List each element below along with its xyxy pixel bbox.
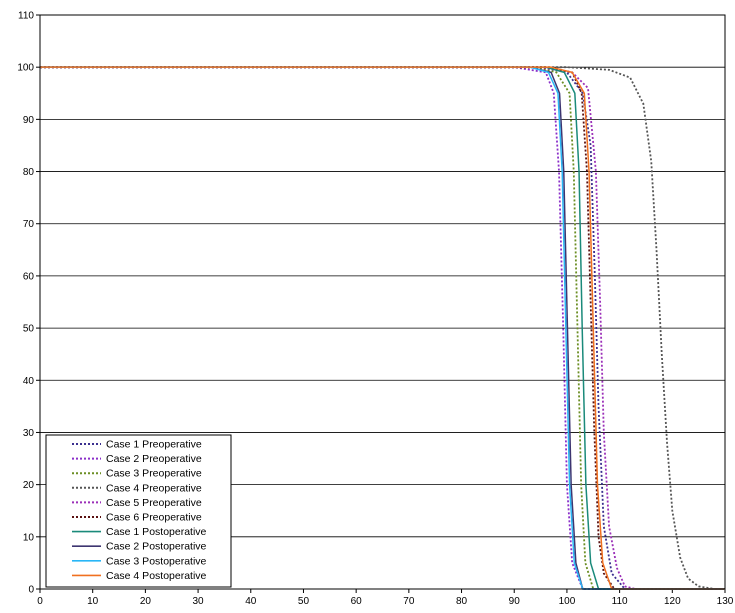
- legend-label: Case 2 Preoperative: [106, 453, 202, 465]
- plot-area-border: [39, 14, 726, 590]
- x-tick-label: 20: [140, 596, 152, 607]
- y-tick-label: 0: [28, 585, 34, 596]
- series-line-3: [40, 66, 725, 590]
- series-line-2: [40, 66, 725, 590]
- legend-label: Case 4 Postoperative: [106, 570, 207, 582]
- legend-label: Case 1 Preoperative: [106, 439, 202, 451]
- y-tick-label: 30: [23, 428, 35, 439]
- y-tick-label: 90: [23, 115, 35, 126]
- x-tick-label: 10: [87, 596, 99, 607]
- x-tick-label: 120: [664, 596, 681, 607]
- y-tick-label: 20: [23, 480, 35, 491]
- x-tick-label: 80: [456, 596, 468, 607]
- x-tick-label: 40: [245, 596, 257, 607]
- legend-label: Case 5 Preoperative: [106, 497, 202, 509]
- series-line-6: [40, 66, 725, 590]
- y-tick-label: 80: [23, 167, 35, 178]
- x-tick-label: 0: [37, 596, 43, 607]
- legend-label: Case 2 Postoperative: [106, 541, 207, 553]
- series-line-10: [40, 66, 725, 590]
- series-line-1: [40, 66, 725, 590]
- x-tick-label: 100: [559, 596, 576, 607]
- legend: Case 1 Preoperative Case 2 Preoperative Ca…: [45, 434, 232, 588]
- y-tick-label: 100: [17, 63, 34, 74]
- legend-label: Case 3 Postoperative: [106, 555, 207, 567]
- y-tick-label: 40: [23, 376, 35, 387]
- series-line-4: [40, 66, 725, 590]
- x-tick-label: 70: [403, 596, 415, 607]
- x-axis-ticks: 0 10 20 30 40 50 60 70 80 90 100 110 120 130: [37, 589, 734, 607]
- series-line-7: [40, 66, 725, 590]
- y-tick-label: 110: [18, 11, 34, 22]
- legend-label: Case 6 Preoperative: [106, 512, 202, 524]
- y-tick-label: 50: [23, 324, 35, 335]
- x-tick-label: 110: [612, 596, 628, 607]
- series-line-9: [40, 66, 725, 590]
- legend-label: Case 1 Postoperative: [106, 526, 207, 538]
- x-tick-label: 90: [509, 596, 521, 607]
- x-tick-label: 60: [351, 596, 363, 607]
- legend-label: Case 4 Preoperative: [106, 482, 202, 494]
- series-layer: [40, 66, 725, 590]
- y-axis-ticks: 0 10 20 30 40 50 60 70 80 90 100 110: [17, 11, 40, 596]
- x-tick-label: 130: [717, 596, 734, 607]
- legend-label: Case 3 Preoperative: [106, 468, 202, 480]
- y-tick-label: 10: [23, 532, 35, 543]
- y-tick-label: 70: [23, 219, 35, 230]
- legend-box: [45, 434, 232, 588]
- y-tick-label: 60: [23, 271, 35, 282]
- x-tick-label: 50: [298, 596, 310, 607]
- x-tick-label: 30: [193, 596, 205, 607]
